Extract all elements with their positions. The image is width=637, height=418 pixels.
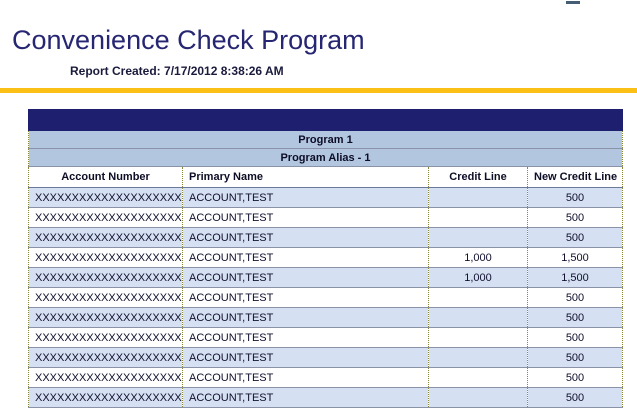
credit-line-cell (428, 367, 528, 388)
program-accounts-table: Program 1 Program Alias - 1 Account Numb… (28, 109, 623, 408)
report-table-container: Program 1 Program Alias - 1 Account Numb… (28, 109, 623, 408)
new-credit-line-cell: 500 (527, 347, 623, 368)
table-row: XXXXXXXXXXXXXXXXXXXX ACCOUNT,TEST 1,000 1,5… (28, 267, 623, 288)
program-alias-row: Program Alias - 1 (28, 148, 623, 167)
primary-name-cell: ACCOUNT,TEST (182, 327, 429, 348)
program-title-row: Program 1 (28, 130, 623, 149)
account-number-cell: XXXXXXXXXXXXXXXXXXXX (28, 327, 183, 348)
account-number-cell: XXXXXXXXXXXXXXXXXXXX (28, 347, 183, 368)
credit-line-cell (428, 207, 528, 228)
table-header-row: Account Number Primary Name Credit Line … (28, 166, 623, 188)
table-row: XXXXXXXXXXXXXXXXXXXX ACCOUNT,TEST 500 (28, 387, 623, 408)
new-credit-line-cell: 500 (527, 387, 623, 408)
credit-line-cell: 1,000 (428, 247, 528, 268)
program-title: Program 1 (28, 130, 623, 149)
account-number-cell: XXXXXXXXXXXXXXXXXXXX (28, 247, 183, 268)
program-alias: Program Alias - 1 (28, 148, 623, 167)
account-number-cell: XXXXXXXXXXXXXXXXXXXX (28, 267, 183, 288)
account-number-cell: XXXXXXXXXXXXXXXXXXXX (28, 367, 183, 388)
gold-divider (0, 88, 637, 93)
table-row: XXXXXXXXXXXXXXXXXXXX ACCOUNT,TEST 500 (28, 327, 623, 348)
column-header-credit-line: Credit Line (428, 166, 528, 188)
table-row: XXXXXXXXXXXXXXXXXXXX ACCOUNT,TEST 500 (28, 187, 623, 208)
credit-line-cell (428, 187, 528, 208)
account-number-cell: XXXXXXXXXXXXXXXXXXXX (28, 187, 183, 208)
primary-name-cell: ACCOUNT,TEST (182, 387, 429, 408)
table-banner-row (28, 109, 623, 131)
new-credit-line-cell: 500 (527, 307, 623, 328)
column-header-primary-name: Primary Name (182, 166, 429, 188)
new-credit-line-cell: 500 (527, 287, 623, 308)
table-banner-label (28, 109, 623, 131)
column-header-account-number: Account Number (28, 166, 183, 188)
account-number-cell: XXXXXXXXXXXXXXXXXXXX (28, 387, 183, 408)
credit-line-cell (428, 227, 528, 248)
primary-name-cell: ACCOUNT,TEST (182, 287, 429, 308)
credit-line-cell: 1,000 (428, 267, 528, 288)
table-row: XXXXXXXXXXXXXXXXXXXX ACCOUNT,TEST 1,000 1,5… (28, 247, 623, 268)
table-row: XXXXXXXXXXXXXXXXXXXX ACCOUNT,TEST 500 (28, 287, 623, 308)
account-number-cell: XXXXXXXXXXXXXXXXXXXX (28, 227, 183, 248)
table-row: XXXXXXXXXXXXXXXXXXXX ACCOUNT,TEST 500 (28, 367, 623, 388)
credit-line-cell (428, 347, 528, 368)
primary-name-cell: ACCOUNT,TEST (182, 207, 429, 228)
primary-name-cell: ACCOUNT,TEST (182, 187, 429, 208)
new-credit-line-cell: 500 (527, 207, 623, 228)
column-header-new-credit-line: New Credit Line (527, 166, 623, 188)
primary-name-cell: ACCOUNT,TEST (182, 307, 429, 328)
primary-name-cell: ACCOUNT,TEST (182, 347, 429, 368)
new-credit-line-cell: 500 (527, 327, 623, 348)
new-credit-line-cell: 1,500 (527, 267, 623, 288)
table-row: XXXXXXXXXXXXXXXXXXXX ACCOUNT,TEST 500 (28, 207, 623, 228)
top-edge-artifact (566, 1, 580, 4)
account-number-cell: XXXXXXXXXXXXXXXXXXXX (28, 307, 183, 328)
credit-line-cell (428, 307, 528, 328)
credit-line-cell (428, 387, 528, 408)
new-credit-line-cell: 500 (527, 227, 623, 248)
table-body: Program 1 Program Alias - 1 Account Numb… (28, 109, 623, 408)
table-row: XXXXXXXXXXXXXXXXXXXX ACCOUNT,TEST 500 (28, 227, 623, 248)
primary-name-cell: ACCOUNT,TEST (182, 267, 429, 288)
account-number-cell: XXXXXXXXXXXXXXXXXXXX (28, 287, 183, 308)
table-row: XXXXXXXXXXXXXXXXXXXX ACCOUNT,TEST 500 (28, 347, 623, 368)
report-header: Convenience Check Program Report Created… (0, 0, 637, 93)
new-credit-line-cell: 1,500 (527, 247, 623, 268)
page-title: Convenience Check Program (12, 25, 365, 55)
report-created-timestamp: Report Created: 7/17/2012 8:38:26 AM (70, 64, 284, 78)
primary-name-cell: ACCOUNT,TEST (182, 367, 429, 388)
new-credit-line-cell: 500 (527, 367, 623, 388)
primary-name-cell: ACCOUNT,TEST (182, 247, 429, 268)
table-row: XXXXXXXXXXXXXXXXXXXX ACCOUNT,TEST 500 (28, 307, 623, 328)
credit-line-cell (428, 287, 528, 308)
new-credit-line-cell: 500 (527, 187, 623, 208)
primary-name-cell: ACCOUNT,TEST (182, 227, 429, 248)
account-number-cell: XXXXXXXXXXXXXXXXXXXX (28, 207, 183, 228)
credit-line-cell (428, 327, 528, 348)
